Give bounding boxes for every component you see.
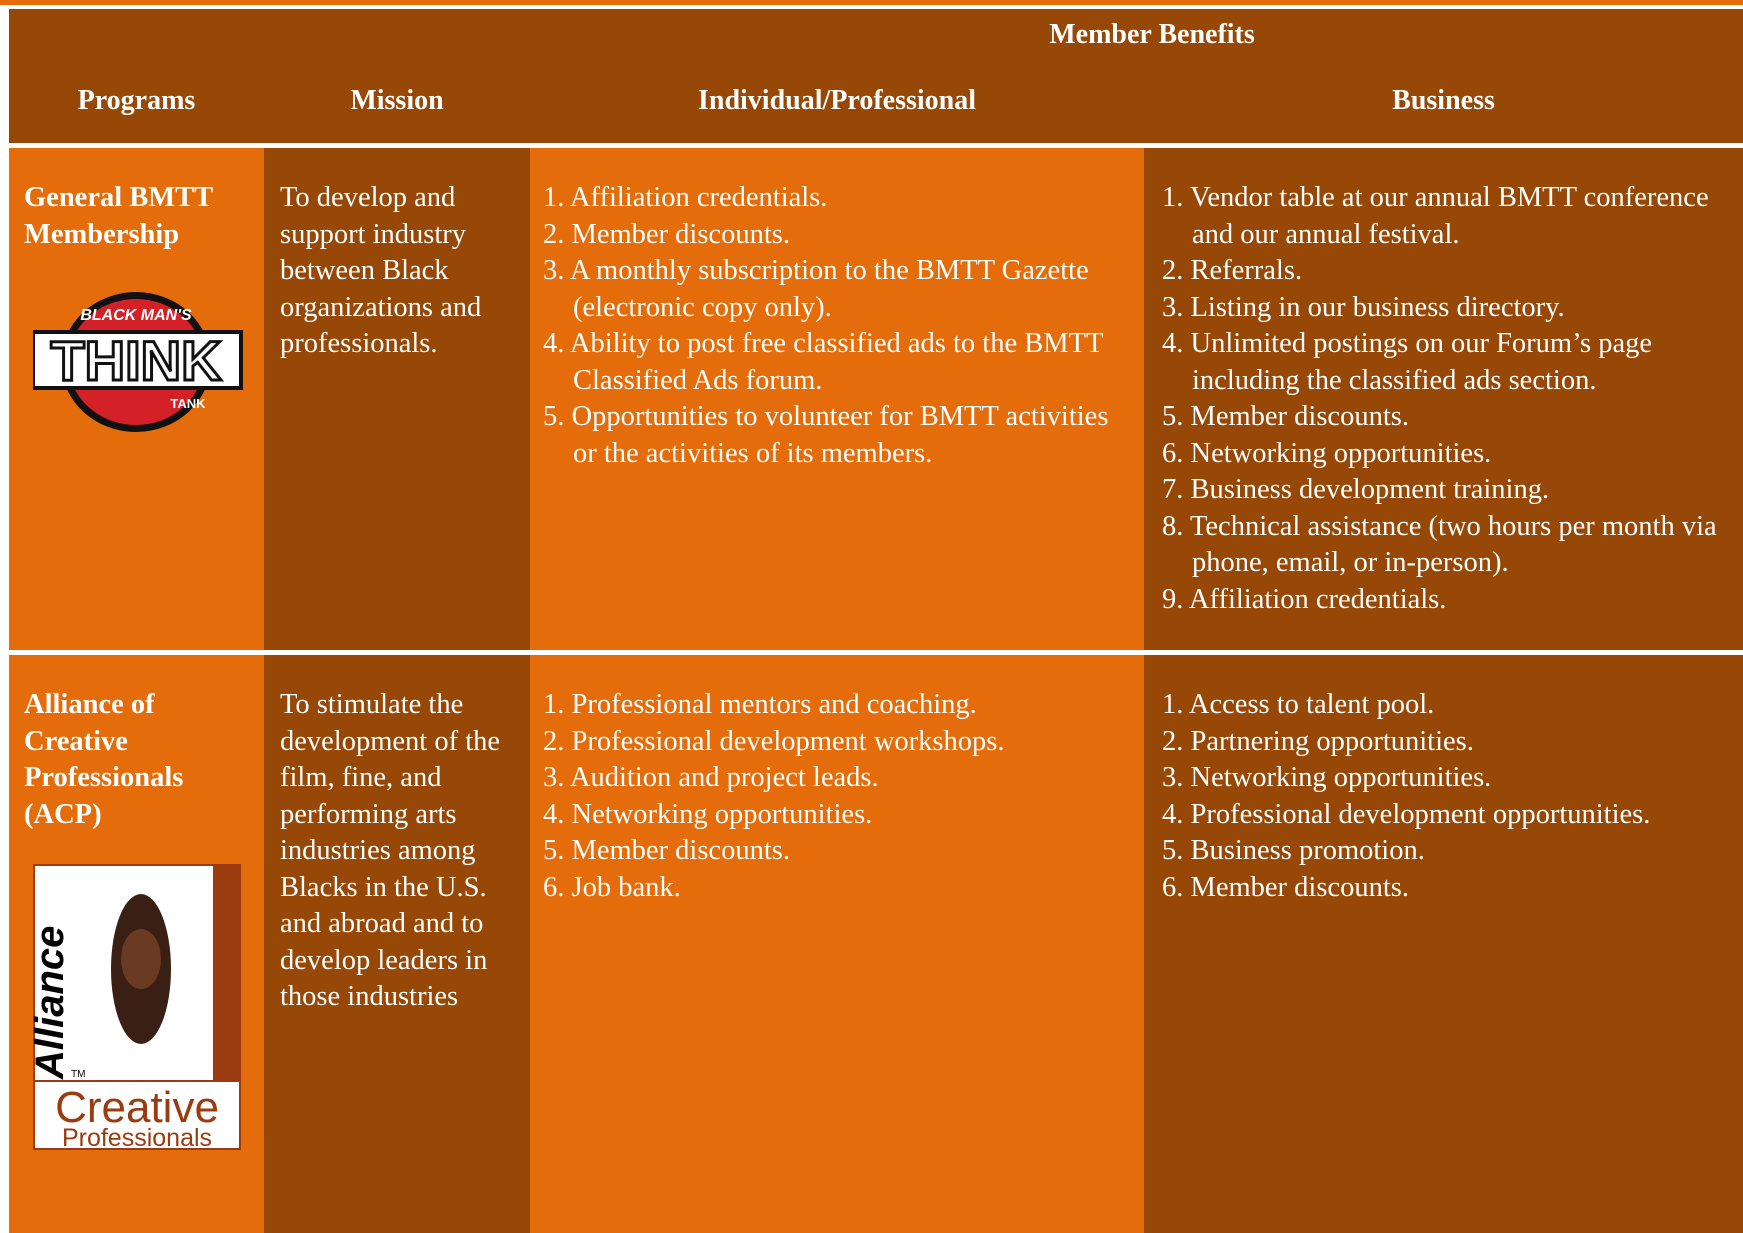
benefit-item: 2. Member discounts. (543, 218, 790, 250)
benefit-item: 5. Member discounts. (1162, 401, 1409, 432)
benefit-item: 2. Referrals. (1162, 255, 1303, 286)
program-logo: BLACK MAN'S THINK TANK (33, 292, 243, 432)
table-cell: 1. Access to talent pool. 2. Partnering o… (1144, 655, 1743, 1233)
benefit-item: 4. Networking opportunities. (543, 798, 873, 830)
table-cell: To stimulate the development of the film… (264, 655, 530, 1233)
group-title: Member Benefits (1049, 19, 1255, 50)
benefit-list: 1. Professional mentors and coaching. 2. … (543, 687, 1138, 906)
benefit-list: 1. Vendor table at our annual BMTT confe… (1162, 180, 1742, 618)
benefit-item: 4. Ability to post free classified ads t… (543, 328, 1103, 396)
benefit-item: 5. Business promotion. (1162, 835, 1425, 866)
top-border (0, 0, 1743, 5)
benefit-item: 8. Technical assistance (two hours per m… (1162, 510, 1717, 579)
logo-text: Creative (55, 1083, 219, 1132)
table-cell: Alliance of Creative Professionals (ACP)… (9, 655, 264, 1233)
benefit-item: 2. Partnering opportunities. (1162, 725, 1474, 757)
table-cell: 1. Affiliation credentials. 2. Member dis… (530, 148, 1144, 650)
logo-text: THINK (50, 329, 221, 392)
benefit-list: 1. Affiliation credentials. 2. Member dis… (543, 180, 1138, 472)
benefit-item: 4. Unlimited postings on our Forum’s pag… (1162, 328, 1653, 396)
mission-text: To stimulate the development of the film… (280, 689, 501, 1012)
benefit-item: 3. Audition and project leads. (543, 762, 879, 793)
table-cell: 1. Vendor table at our annual BMTT confe… (1144, 148, 1743, 650)
logo-shape (121, 929, 161, 989)
logo-text: TANK (170, 396, 206, 411)
benefit-item: 3. Listing in our business directory. (1162, 291, 1565, 323)
benefit-item: 5. Member discounts. (543, 835, 790, 866)
benefit-list: 1. Access to talent pool. 2. Partnering o… (1162, 687, 1742, 906)
column-header: Mission (350, 85, 444, 116)
program-name: General BMTT Membership (24, 182, 213, 250)
benefit-item: 1. Vendor table at our annual BMTT confe… (1162, 182, 1709, 250)
logo-shape (33, 330, 243, 390)
header: Member Benefits Programs Mission Individ… (9, 9, 1743, 143)
benefit-item: 5. Opportunities to volunteer for BMTT a… (543, 401, 1109, 469)
benefit-item: 9. Affiliation credentials. (1162, 583, 1447, 615)
benefit-item: 3. A monthly subscription to the BMTT Ga… (543, 255, 1089, 323)
benefit-item: 3. Networking opportunities. (1162, 762, 1492, 793)
table-cell: To develop and support industry between … (264, 148, 530, 650)
mission-text: To develop and support industry between … (280, 182, 482, 359)
benefit-item: 6. Job bank. (543, 871, 681, 903)
benefit-item: 1. Affiliation credentials. (543, 182, 828, 213)
column-header: Individual/Professional (697, 85, 976, 116)
benefit-item: 4. Professional development opportunitie… (1162, 798, 1651, 830)
logo-text: Alliance (33, 926, 72, 1080)
table-cell: 1. Professional mentors and coaching. 2. … (530, 655, 1144, 1233)
logo-shape (35, 1082, 239, 1148)
program-name: Alliance of Creative Professionals (ACP) (24, 689, 184, 830)
benefit-item: 7. Business development training. (1162, 474, 1550, 505)
benefit-item: 6. Member discounts. (1162, 871, 1409, 903)
logo-text: TM (71, 1069, 85, 1080)
table-cell: General BMTT Membership BLACK MAN'S THINK T… (9, 148, 264, 650)
benefit-item: 1. Access to talent pool. (1162, 689, 1435, 720)
benefit-item: 2. Professional development workshops. (543, 725, 1005, 757)
benefit-item: 1. Professional mentors and coaching. (543, 689, 977, 720)
logo-text: Professionals (62, 1124, 212, 1150)
logo-text: BLACK MAN'S (80, 307, 192, 324)
column-header: Programs (77, 85, 196, 116)
benefit-item: 6. Networking opportunities. (1162, 437, 1492, 469)
column-header: Business (1392, 85, 1495, 116)
